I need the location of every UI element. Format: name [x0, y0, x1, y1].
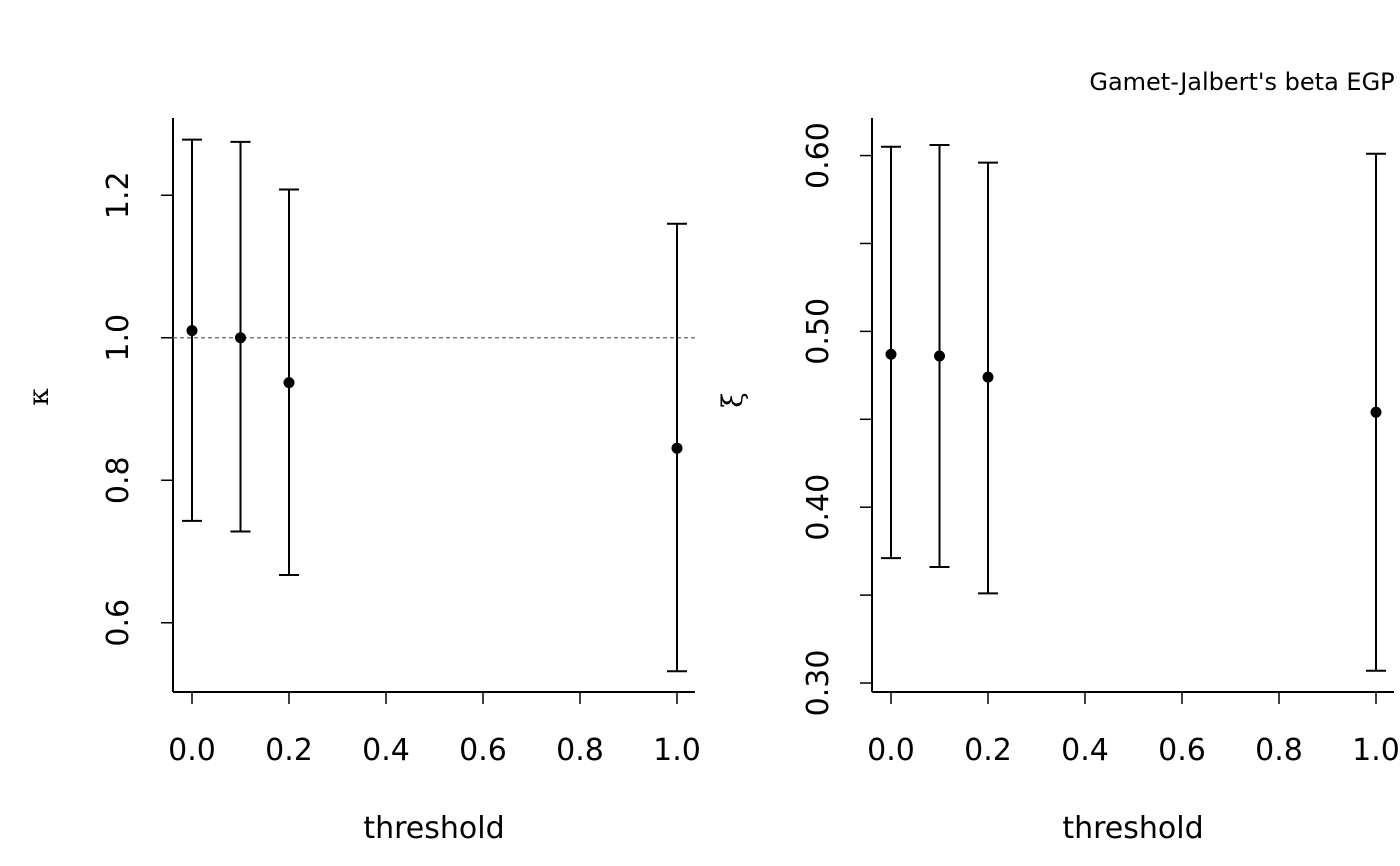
x-tick-label: 1.0: [1352, 733, 1400, 768]
x-tick-label: 0.0: [168, 733, 216, 768]
data-point: [671, 442, 683, 454]
x-tick-label: 0.8: [1255, 733, 1303, 768]
y-axis-label: κ: [22, 388, 55, 406]
kappa-panel: 0.0 0.2 0.4 0.6 0.8 1.0 0.6 0.8 1.0 1.2 threshold κ: [22, 118, 701, 846]
xi-panel: 0.0 0.2 0.4 0.6 0.8 1.0 0.30 0.40 0.50 0.60 thresh…: [716, 68, 1400, 846]
data-point: [186, 325, 198, 337]
x-tick-label: 0.6: [459, 733, 507, 768]
y-tick-label: 1.2: [101, 171, 136, 219]
x-tick-label: 0.6: [1158, 733, 1206, 768]
x-tick-label: 0.0: [867, 733, 915, 768]
y-tick-label: 0.40: [801, 474, 836, 541]
data-point: [885, 348, 897, 360]
x-tick-label: 0.2: [265, 733, 313, 768]
y-tick-label: 0.30: [801, 650, 836, 717]
x-tick-label: 1.0: [653, 733, 701, 768]
x-tick-label: 0.4: [362, 733, 410, 768]
y-tick-label: 1.0: [101, 314, 136, 362]
data-point: [982, 371, 994, 383]
x-tick-label: 0.8: [556, 733, 604, 768]
x-tick-label: 0.4: [1061, 733, 1109, 768]
y-axis-label: ξ: [716, 392, 749, 407]
data-point: [235, 332, 246, 344]
data-point: [934, 350, 945, 362]
y-tick-label: 0.60: [801, 122, 836, 189]
x-axis-label: threshold: [1062, 811, 1203, 846]
data-point: [283, 377, 295, 389]
x-tick-label: 0.2: [964, 733, 1012, 768]
data-point: [1370, 406, 1382, 418]
y-tick-label: 0.8: [101, 456, 136, 504]
y-tick-label: 0.6: [101, 599, 136, 647]
x-axis-label: threshold: [363, 811, 504, 846]
chart-title: Gamet-Jalbert's beta EGP: [1089, 68, 1394, 96]
y-tick-label: 0.50: [801, 298, 836, 365]
